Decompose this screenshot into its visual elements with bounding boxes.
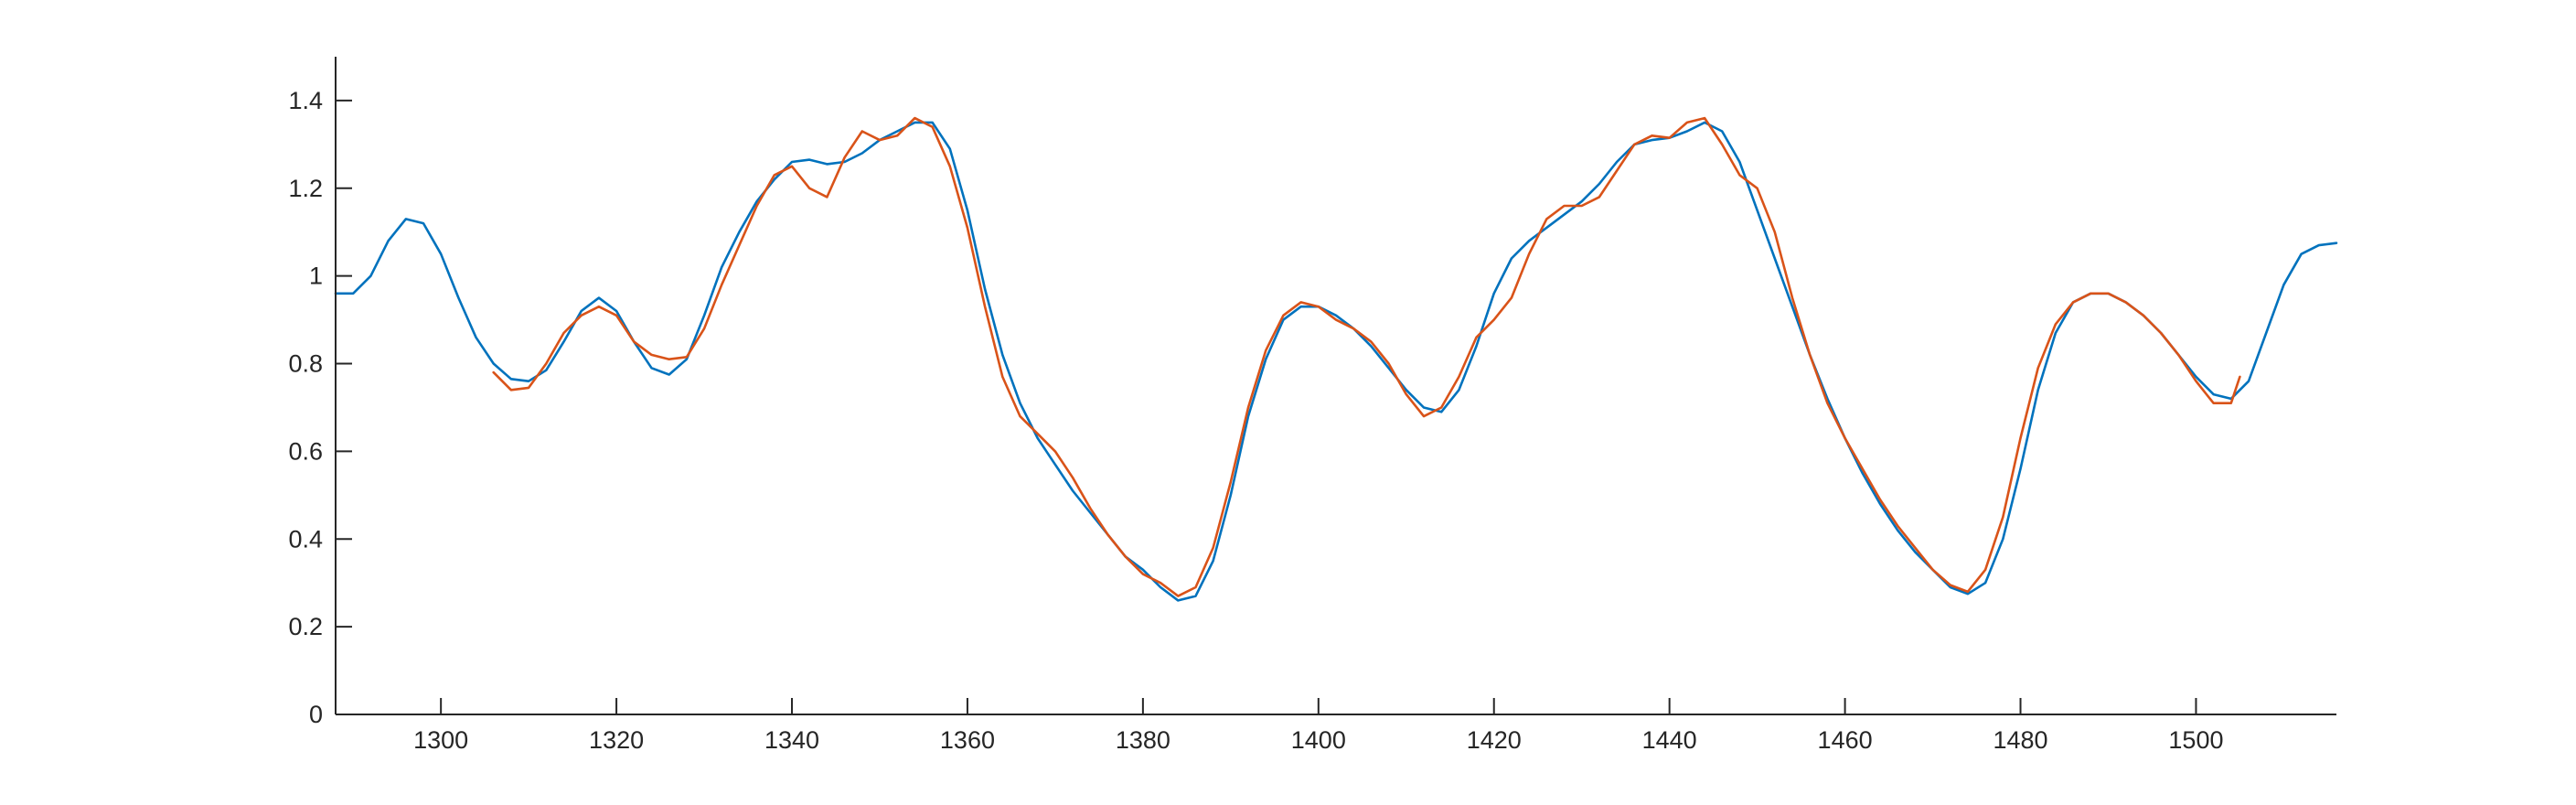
x-tick-label: 1340 — [764, 726, 819, 754]
x-tick-label: 1420 — [1467, 726, 1522, 754]
y-tick-label: 0.8 — [288, 350, 323, 378]
series-line-1 — [334, 121, 2338, 602]
y-tick-label: 1.4 — [288, 87, 323, 114]
y-tick-label: 0.2 — [288, 613, 323, 640]
y-tick-label: 1.2 — [288, 175, 323, 202]
x-tick-label: 1440 — [1642, 726, 1697, 754]
x-tick-label: 1460 — [1818, 726, 1873, 754]
x-tick-label: 1380 — [1116, 726, 1170, 754]
x-tick-label: 1300 — [413, 726, 468, 754]
x-tick-label: 1500 — [2168, 726, 2223, 754]
axes-layer: 1300 1320 1340 1360 1380 1400 1420 1440 1460 1480… — [288, 57, 2336, 754]
y-tick-label: 0.4 — [288, 525, 323, 553]
y-tick-label: 0.6 — [288, 437, 323, 465]
series-layer — [334, 116, 2338, 602]
y-tick-label: 1 — [309, 263, 323, 290]
x-tick-label: 1320 — [589, 726, 644, 754]
y-tick-label: 0 — [309, 701, 323, 728]
series-line-2 — [492, 116, 2241, 597]
x-tick-label: 1480 — [1993, 726, 2047, 754]
x-tick-label: 1400 — [1291, 726, 1346, 754]
x-tick-label: 1360 — [940, 726, 995, 754]
